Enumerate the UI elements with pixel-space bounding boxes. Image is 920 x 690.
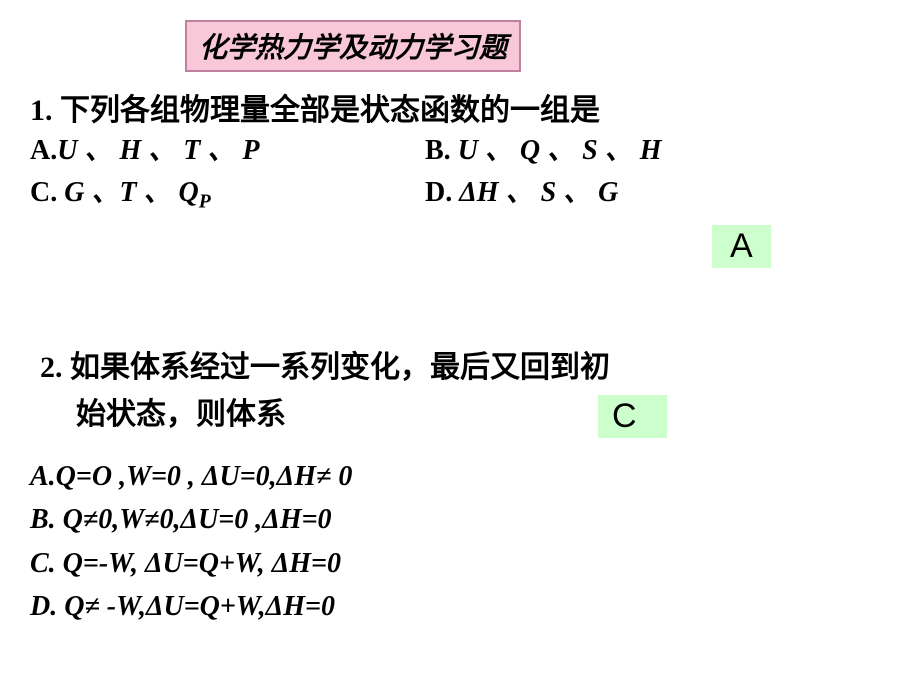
q1-optB-body: U 、 Q 、 S 、 H bbox=[451, 135, 662, 166]
q1-optA-body: U 、 H 、 T 、 P bbox=[57, 135, 259, 166]
q1-option-b: B. U 、 Q 、 S 、 H bbox=[425, 130, 661, 172]
q1-row-ab: A.U 、 H 、 T 、 P B. U 、 Q 、 S 、 H bbox=[30, 130, 661, 172]
question-1-options: A.U 、 H 、 T 、 P B. U 、 Q 、 S 、 H C. G 、T… bbox=[30, 130, 661, 217]
q2-stem-line1: 2. 如果体系经过一系列变化，最后又回到初 bbox=[40, 345, 890, 392]
q2-stem-line2: 始状态，则体系 bbox=[40, 392, 890, 439]
question-1-answer: A bbox=[712, 225, 771, 268]
q1-option-d: D. ΔH 、 S 、 G bbox=[425, 172, 618, 217]
question-2-options: A.Q=O ,W=0 , ΔU=0,ΔH≠ 0 B. Q≠0,W≠0,ΔU=0 … bbox=[30, 455, 352, 629]
question-2-answer: C bbox=[598, 395, 667, 438]
q1-row-cd: C. G 、T 、 QP D. ΔH 、 S 、 G bbox=[30, 172, 661, 217]
q2-option-d: D. Q≠ -W,ΔU=Q+W,ΔH=0 bbox=[30, 585, 352, 628]
q1-optC-sub: P bbox=[199, 192, 211, 213]
q2-option-b: B. Q≠0,W≠0,ΔU=0 ,ΔH=0 bbox=[30, 498, 352, 541]
q1-option-a: A.U 、 H 、 T 、 P bbox=[30, 130, 425, 172]
question-2-stem: 2. 如果体系经过一系列变化，最后又回到初 始状态，则体系 bbox=[40, 345, 890, 438]
q2-option-a: A.Q=O ,W=0 , ΔU=0,ΔH≠ 0 bbox=[30, 455, 352, 498]
q1-optB-label: B. bbox=[425, 135, 451, 166]
q1-optD-label: D. bbox=[425, 177, 452, 208]
page-title: 化学热力学及动力学习题 bbox=[185, 20, 521, 72]
q1-optC-body: G 、T 、 Q bbox=[57, 177, 199, 208]
q1-optA-label: A. bbox=[30, 135, 57, 166]
q1-option-c: C. G 、T 、 QP bbox=[30, 172, 425, 217]
q1-optD-body: ΔH 、 S 、 G bbox=[452, 177, 618, 208]
q1-optC-label: C. bbox=[30, 177, 57, 208]
question-1-stem: 1. 下列各组物理量全部是状态函数的一组是 bbox=[30, 85, 600, 129]
q2-option-c: C. Q=-W, ΔU=Q+W, ΔH=0 bbox=[30, 542, 352, 585]
